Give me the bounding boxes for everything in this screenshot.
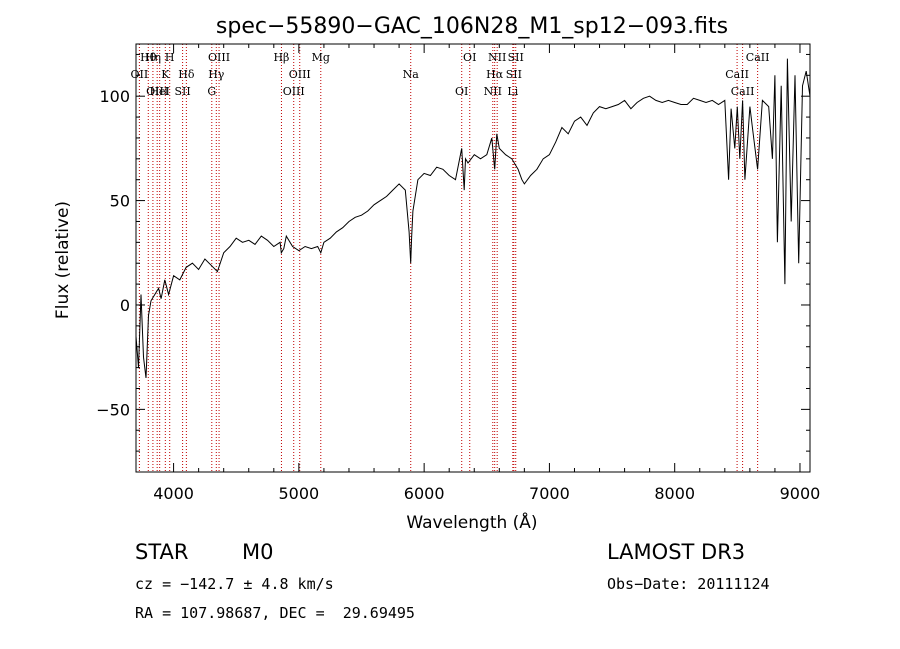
spectrum-line <box>135 58 811 379</box>
y-tick-label: 100 <box>99 87 130 106</box>
coordinates: RA = 107.98687, DEC = 29.69495 <box>135 604 415 622</box>
line-label: CaII <box>725 68 749 81</box>
line-label: HeI <box>149 85 169 98</box>
line-label: Hθ <box>140 51 157 64</box>
line-label: SII <box>174 85 190 98</box>
y-axis: −50 0 50 100 <box>96 53 810 452</box>
line-label: Hβ <box>273 51 289 64</box>
object-class: STAR <box>135 540 189 564</box>
line-label: Li <box>507 85 518 98</box>
line-label: SII <box>508 51 524 64</box>
line-label: NII <box>484 85 502 98</box>
x-axis: 4000 5000 6000 7000 8000 9000 <box>153 44 820 503</box>
line-label: OIII <box>283 85 305 98</box>
x-tick-label: 8000 <box>654 484 695 503</box>
y-axis-label: Flux (relative) <box>53 201 73 319</box>
line-label: Hγ <box>208 68 225 81</box>
line-label: OI <box>455 85 468 98</box>
line-label: Na <box>403 68 420 81</box>
chart-title: spec−55890−GAC_106N28_M1_sp12−093.fits <box>216 14 728 39</box>
line-label: NII <box>488 51 506 64</box>
line-label: K <box>161 68 170 81</box>
line-label: SII <box>506 68 522 81</box>
line-label: OIII <box>289 68 311 81</box>
line-label: CaII <box>746 51 770 64</box>
survey-name: LAMOST DR3 <box>607 540 746 564</box>
line-label: Hη <box>145 51 161 64</box>
line-labels: HθOIIOIIIHηKHeIHHδSIIOIIIHγGHβOIIIOIIIMg… <box>131 51 770 98</box>
y-tick-label: 0 <box>120 296 130 315</box>
object-subclass: M0 <box>242 540 274 564</box>
line-label: OII <box>131 68 149 81</box>
x-tick-label: 6000 <box>404 484 445 503</box>
line-label: OIII <box>208 51 230 64</box>
line-label: OI <box>463 51 476 64</box>
x-tick-label: 7000 <box>529 484 570 503</box>
line-label: Hδ <box>178 68 195 81</box>
x-tick-label: 5000 <box>279 484 320 503</box>
x-tick-label: 4000 <box>153 484 194 503</box>
x-tick-label: 9000 <box>780 484 821 503</box>
line-label: Mg <box>312 51 330 64</box>
line-label: H <box>165 51 175 64</box>
obs-date: Obs−Date: 20111124 <box>607 575 770 593</box>
y-tick-label: −50 <box>96 400 130 419</box>
line-label: OIII <box>146 85 168 98</box>
redshift-text: cz = −142.7 ± 4.8 km/s <box>135 575 334 593</box>
x-axis-label: Wavelength (Å) <box>406 511 537 533</box>
line-label: G <box>207 85 216 98</box>
plot-frame <box>135 43 811 473</box>
line-label: CaII <box>731 85 755 98</box>
line-label: Hα <box>486 68 504 81</box>
y-tick-label: 50 <box>110 192 130 211</box>
line-markers <box>138 44 759 472</box>
